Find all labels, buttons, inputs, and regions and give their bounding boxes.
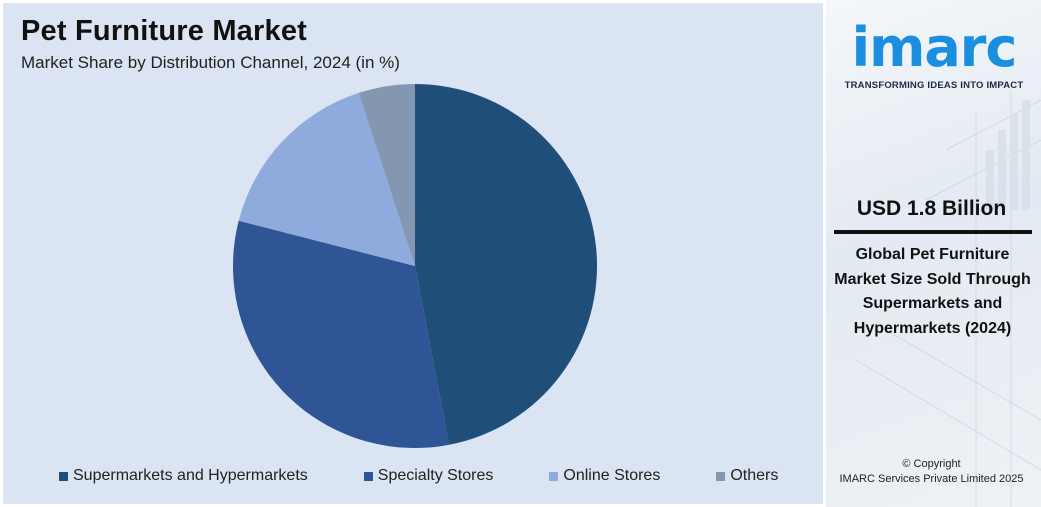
market-size-description: Global Pet Furniture Market Size Sold Th… [834, 246, 1031, 337]
pie-chart [233, 84, 598, 449]
legend-item-online: Online Stores [549, 467, 660, 485]
legend-item-others: Others [716, 467, 778, 485]
logo-wordmark: imarc [851, 16, 1018, 79]
legend-item-supermarkets: Supermarkets and Hypermarkets [59, 467, 308, 485]
chart-panel: Pet Furniture Market Market Share by Dis… [3, 3, 823, 504]
decorative-background-graphic [855, 90, 1041, 507]
legend-swatch [716, 471, 726, 481]
pie-slice-online-stores [238, 92, 415, 266]
pie-slice-specialty-stores [233, 220, 450, 449]
legend-label: Specialty Stores [377, 467, 494, 484]
imarc-logo: imarc TRANSFORMING IDEAS INTO IMPACT [834, 16, 1034, 92]
chart-subtitle: Market Share by Distribution Channel, 20… [21, 53, 400, 72]
legend-item-specialty: Specialty Stores [363, 467, 494, 485]
logo-tagline: TRANSFORMING IDEAS INTO IMPACT [844, 80, 1024, 91]
legend-swatch [363, 471, 373, 481]
legend-label: Supermarkets and Hypermarkets [73, 467, 308, 484]
copyright: © Copyright IMARC Services Private Limit… [826, 457, 1037, 487]
side-panel: imarc TRANSFORMING IDEAS INTO IMPACT USD… [826, 0, 1041, 507]
market-size-value: USD 1.8 Billion [856, 197, 1007, 220]
copyright-line: © Copyright [902, 458, 961, 470]
chart-title: Pet Furniture Market [21, 15, 307, 47]
legend-swatch [59, 471, 68, 481]
legend-label: Online Stores [563, 467, 661, 484]
legend-swatch [549, 471, 559, 481]
pie-slice-others [358, 84, 415, 266]
legend: Supermarkets and Hypermarkets Specialty … [59, 467, 778, 485]
legend-label: Others [730, 467, 779, 484]
pie-slice-supermarkets [415, 84, 598, 445]
copyright-line: IMARC Services Private Limited 2025 [839, 473, 1024, 485]
divider [834, 230, 1032, 234]
